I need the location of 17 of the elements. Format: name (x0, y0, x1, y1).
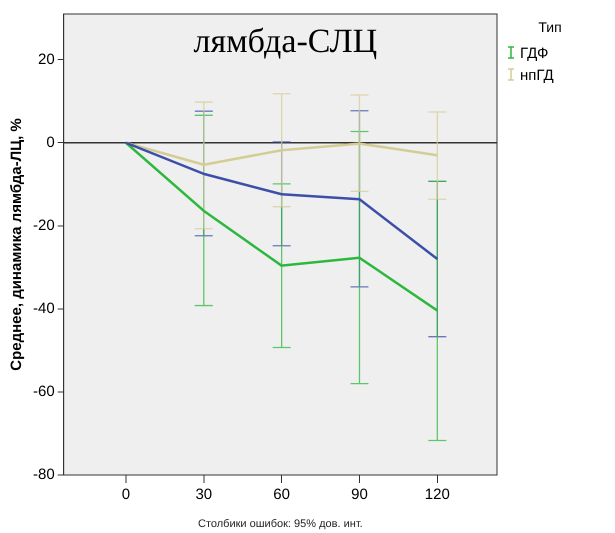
x-tick-label: 60 (273, 486, 290, 504)
x-tick-label: 0 (122, 486, 130, 504)
x-tick-label: 90 (351, 486, 368, 504)
legend-label: ГДФ (520, 45, 548, 62)
legend-title: Тип (538, 19, 562, 35)
x-tick-label: 30 (195, 486, 212, 504)
x-tick-label: 120 (424, 486, 450, 504)
y-axis-title: Среднее, динамика лямбда-ЛЦ, % (8, 118, 26, 371)
y-tick-label: -80 (32, 466, 55, 484)
y-tick-label: 0 (46, 134, 55, 151)
legend-label: нпГД (520, 67, 554, 84)
y-tick-label: -60 (32, 383, 55, 400)
text: Столбики ошибок: 95% дов. инт. (198, 518, 363, 530)
y-tick-label: -20 (32, 216, 55, 234)
y-tick-label: 20 (38, 50, 55, 68)
y-tick-label: -40 (32, 300, 55, 318)
chart-title: лямбда-СЛЦ (193, 22, 378, 60)
